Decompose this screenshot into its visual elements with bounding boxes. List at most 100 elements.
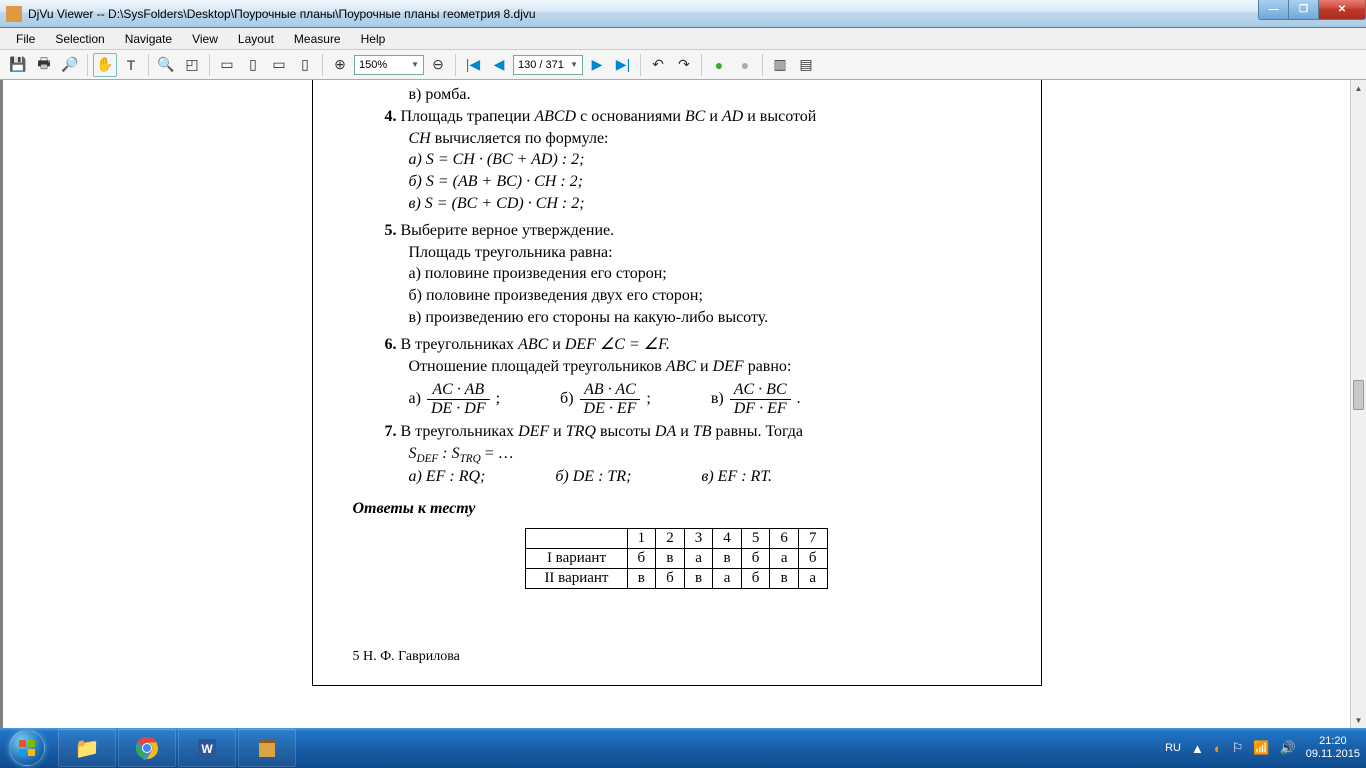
q7-options: а) EF : RQ; б) DE : TR; в) EF : RT.	[353, 468, 1001, 486]
continuous-icon[interactable]: ▯	[241, 53, 265, 77]
menu-file[interactable]: File	[8, 30, 43, 48]
zoom-in-icon[interactable]: ⊕	[328, 53, 352, 77]
table-cell: а	[713, 568, 742, 588]
menu-view[interactable]: View	[184, 30, 226, 48]
tray-show-hidden-icon[interactable]: ▲	[1191, 741, 1204, 756]
table-cell: б	[656, 568, 685, 588]
text-line: а) S = CH · (BC + AD) : 2;	[353, 150, 1001, 171]
table-cell: в	[684, 568, 713, 588]
save-icon[interactable]: 💾	[6, 53, 30, 77]
table-cell: в	[656, 548, 685, 568]
table-cell: 1	[627, 528, 656, 548]
page-value: 130 / 371	[518, 59, 564, 71]
first-page-icon[interactable]: |◀	[461, 53, 485, 77]
vertical-scrollbar[interactable]: ▲ ▼	[1350, 80, 1366, 728]
tray-app-icon[interactable]: ◐	[1214, 741, 1222, 756]
rotate-right-icon[interactable]: ↷	[672, 53, 696, 77]
taskbar-word-icon[interactable]: W	[178, 729, 236, 767]
tray-action-center-icon[interactable]: ⚐	[1232, 740, 1244, 756]
toolbar-separator	[701, 54, 702, 76]
tray-clock[interactable]: 21:20 09.11.2015	[1306, 735, 1360, 761]
rotate-left-icon[interactable]: ↶	[646, 53, 670, 77]
taskbar-djvu-icon[interactable]	[238, 729, 296, 767]
start-button[interactable]	[0, 728, 54, 768]
table-cell: б	[741, 548, 770, 568]
zoom-tool-icon[interactable]: 🔍	[154, 53, 178, 77]
table-row: I вариант б в а в б а б	[526, 548, 827, 568]
nav-forward-icon[interactable]: ●	[733, 53, 757, 77]
q7-option-a: а) EF : RQ;	[409, 468, 486, 486]
window-controls: — ❐ ✕	[1258, 0, 1366, 20]
menu-layout[interactable]: Layout	[230, 30, 282, 48]
clock-date: 09.11.2015	[1306, 748, 1360, 761]
toolbar: 💾 🖶 🔎 ✋ T 🔍 ◰ ▭ ▯ ▭ ▯ ⊕ 150%▼ ⊖ |◀ ◀ 130…	[0, 50, 1366, 80]
app-icon	[6, 6, 22, 22]
menu-measure[interactable]: Measure	[286, 30, 349, 48]
close-button[interactable]: ✕	[1318, 0, 1366, 20]
nav-back-icon[interactable]: ●	[707, 53, 731, 77]
last-page-icon[interactable]: ▶|	[611, 53, 635, 77]
table-cell: 5	[741, 528, 770, 548]
zoom-out-icon[interactable]: ⊖	[426, 53, 450, 77]
clock-time: 21:20	[1306, 735, 1360, 748]
question-7: 7. В треугольниках DEF и TRQ высоты DA и…	[353, 422, 1001, 443]
table-cell: б	[627, 548, 656, 568]
scroll-thumb[interactable]	[1353, 380, 1364, 410]
table-cell: а	[770, 548, 799, 568]
table-cell: I вариант	[526, 548, 627, 568]
question-4: 4. Площадь трапеции ABCD с основаниями B…	[353, 107, 1001, 128]
q6-option-a: а) AC · ABDE · DF ;	[409, 381, 501, 418]
prev-page-icon[interactable]: ◀	[487, 53, 511, 77]
find-icon[interactable]: 🔎	[58, 53, 82, 77]
text-line: SDEF : STRQ = …	[353, 444, 1001, 467]
document-page: в) ромба. 4. Площадь трапеции ABCD с осн…	[312, 80, 1042, 686]
tray-network-icon[interactable]: 📶	[1253, 740, 1269, 756]
chevron-down-icon: ▼	[570, 60, 578, 69]
facing-icon[interactable]: ▭	[267, 53, 291, 77]
table-cell: 2	[656, 528, 685, 548]
table-cell: 4	[713, 528, 742, 548]
language-indicator[interactable]: RU	[1165, 742, 1181, 754]
page-combo[interactable]: 130 / 371 ▼	[513, 55, 583, 75]
text-line: б) половине произведения двух его сторон…	[353, 286, 1001, 307]
zoom-combo[interactable]: 150%▼	[354, 55, 424, 75]
svg-text:W: W	[201, 742, 213, 756]
layout-a-icon[interactable]: ▥	[768, 53, 792, 77]
next-page-icon[interactable]: ▶	[585, 53, 609, 77]
scroll-up-icon[interactable]: ▲	[1351, 80, 1366, 96]
viewer-background: в) ромба. 4. Площадь трапеции ABCD с осн…	[3, 80, 1350, 728]
toolbar-separator	[322, 54, 323, 76]
text-line: CH вычисляется по формуле:	[353, 129, 1001, 150]
menu-help[interactable]: Help	[353, 30, 394, 48]
marquee-zoom-icon[interactable]: ◰	[180, 53, 204, 77]
q6-option-c: в) AC · BCDF · EF .	[711, 381, 801, 418]
document-viewer: в) ромба. 4. Площадь трапеции ABCD с осн…	[0, 80, 1366, 728]
answers-table: 1 2 3 4 5 6 7 I вариант б в а в б а б	[525, 528, 827, 589]
tray-volume-icon[interactable]: 🔊	[1280, 740, 1296, 756]
taskbar-chrome-icon[interactable]	[118, 729, 176, 767]
minimize-button[interactable]: —	[1258, 0, 1288, 20]
single-page-icon[interactable]: ▭	[215, 53, 239, 77]
menu-navigate[interactable]: Navigate	[117, 30, 180, 48]
zoom-value: 150%	[359, 59, 387, 71]
menu-selection[interactable]: Selection	[47, 30, 112, 48]
taskbar-explorer-icon[interactable]: 📁	[58, 729, 116, 767]
text-select-icon[interactable]: T	[119, 53, 143, 77]
scroll-down-icon[interactable]: ▼	[1351, 712, 1366, 728]
layout-b-icon[interactable]: ▤	[794, 53, 818, 77]
toolbar-separator	[87, 54, 88, 76]
q7-option-c: в) EF : RT.	[701, 468, 772, 486]
page-footer-note: 5 Н. Ф. Гаврилова	[353, 649, 1001, 665]
question-6: 6. В треугольниках ABC и DEF ∠C = ∠F.	[353, 335, 1001, 356]
table-cell: а	[684, 548, 713, 568]
cont-facing-icon[interactable]: ▯	[293, 53, 317, 77]
hand-tool-icon[interactable]: ✋	[93, 53, 117, 77]
text-line: Площадь треугольника равна:	[353, 243, 1001, 264]
maximize-button[interactable]: ❐	[1288, 0, 1318, 20]
text-line: Отношение площадей треугольников ABC и D…	[353, 357, 1001, 378]
text-line: в) ромба.	[353, 85, 1001, 106]
q6-option-b: б) AB · ACDE · EF ;	[560, 381, 651, 418]
table-cell: в	[770, 568, 799, 588]
print-icon[interactable]: 🖶	[32, 53, 56, 77]
text-line: б) S = (AB + BC) · CH : 2;	[353, 172, 1001, 193]
